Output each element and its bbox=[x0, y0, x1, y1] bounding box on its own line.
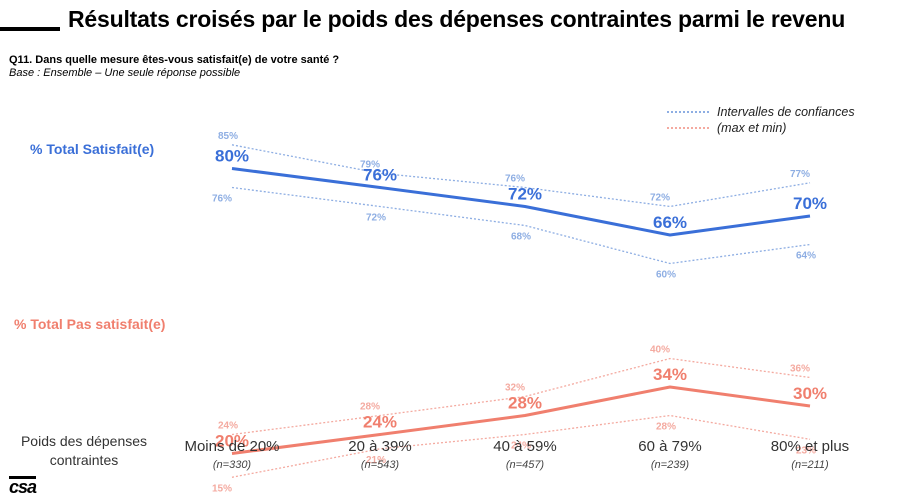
ci-min-label-pas-satisfait: 24% bbox=[511, 441, 531, 452]
ci-min-label-pas-satisfait: 23% bbox=[796, 445, 816, 456]
series-line-pas-satisfait bbox=[231, 385, 811, 455]
legend-row-satisfait: Intervalles de confiances bbox=[667, 104, 855, 120]
ci-min-label-pas-satisfait: 15% bbox=[212, 483, 232, 494]
ci-min-label-pas-satisfait: 21% bbox=[366, 455, 386, 466]
base-text: Base : Ensemble – Une seule réponse poss… bbox=[9, 67, 241, 79]
x-tick-label: 80% et plus bbox=[771, 438, 849, 455]
x-sample-size-label: (n=211) bbox=[791, 459, 829, 471]
x-sample-size-label: (n=239) bbox=[651, 459, 690, 471]
ci-max-label-pas-satisfait: 28% bbox=[360, 402, 380, 413]
ci-min-label-satisfait: 76% bbox=[212, 194, 232, 205]
x-sample-size-label: (n=457) bbox=[506, 459, 545, 471]
ci-max-label-satisfait: 77% bbox=[790, 169, 810, 180]
legend-row-pas-satisfait: (max et min) bbox=[667, 120, 855, 136]
x-sample-size-label: (n=330) bbox=[213, 459, 252, 471]
ci-max-label-pas-satisfait: 40% bbox=[650, 345, 670, 356]
ci-min-label-satisfait: 64% bbox=[796, 251, 816, 262]
ci-max-label-satisfait: 85% bbox=[218, 131, 238, 142]
series-label-pas-satisfait: % Total Pas satisfait(e) bbox=[14, 316, 166, 332]
ci-max-line-pas-satisfait bbox=[231, 357, 811, 436]
page-title: Résultats croisés par le poids des dépen… bbox=[68, 6, 846, 32]
data-label-pas-satisfait: 20% bbox=[215, 432, 249, 451]
data-label-satisfait: 76% bbox=[363, 166, 397, 185]
data-label-satisfait: 72% bbox=[508, 185, 542, 204]
x-axis-title-line1: Poids des dépenses bbox=[21, 433, 147, 449]
legend-label-intervals: Intervalles de confiances bbox=[717, 105, 855, 119]
data-label-pas-satisfait: 24% bbox=[363, 413, 397, 432]
ci-max-label-pas-satisfait: 32% bbox=[505, 383, 525, 394]
csa-logo: csa bbox=[9, 476, 37, 497]
x-sample-size-label: (n=543) bbox=[361, 459, 400, 471]
ci-max-line-satisfait bbox=[231, 144, 811, 208]
title-bar-decoration bbox=[0, 27, 60, 31]
ci-max-label-satisfait: 72% bbox=[650, 193, 670, 204]
legend-dots-red bbox=[667, 127, 709, 129]
ci-max-label-pas-satisfait: 24% bbox=[218, 421, 238, 432]
data-label-satisfait: 80% bbox=[215, 147, 249, 166]
x-tick-label: 40 à 59% bbox=[493, 438, 556, 455]
data-label-pas-satisfait: 28% bbox=[508, 394, 542, 413]
ci-min-label-satisfait: 60% bbox=[656, 270, 676, 281]
ci-max-label-pas-satisfait: 36% bbox=[790, 364, 810, 375]
x-axis-title-line2: contraintes bbox=[50, 452, 118, 468]
chart-legend: Intervalles de confiances (max et min) bbox=[667, 104, 855, 136]
ci-min-line-satisfait bbox=[231, 186, 811, 265]
ci-min-line-pas-satisfait bbox=[231, 414, 811, 478]
x-tick-label: Moins de 20% bbox=[184, 438, 279, 455]
question-text: Q11. Dans quelle mesure êtes-vous satisf… bbox=[9, 54, 340, 66]
x-tick-label: 20 à 39% bbox=[348, 438, 411, 455]
legend-label-minmax: (max et min) bbox=[717, 121, 787, 135]
data-label-satisfait: 66% bbox=[653, 213, 687, 232]
legend-dots-blue bbox=[667, 111, 709, 113]
data-label-satisfait: 70% bbox=[793, 194, 827, 213]
ci-min-label-satisfait: 72% bbox=[366, 213, 386, 224]
ci-min-label-pas-satisfait: 28% bbox=[656, 422, 676, 433]
data-label-pas-satisfait: 30% bbox=[793, 384, 827, 403]
ci-max-label-satisfait: 79% bbox=[360, 159, 380, 170]
x-tick-label: 60 à 79% bbox=[638, 438, 701, 455]
series-line-satisfait bbox=[231, 167, 811, 237]
ci-max-label-satisfait: 76% bbox=[505, 174, 525, 185]
data-label-pas-satisfait: 34% bbox=[653, 365, 687, 384]
ci-min-label-satisfait: 68% bbox=[511, 232, 531, 243]
series-label-satisfait: % Total Satisfait(e) bbox=[30, 141, 155, 157]
